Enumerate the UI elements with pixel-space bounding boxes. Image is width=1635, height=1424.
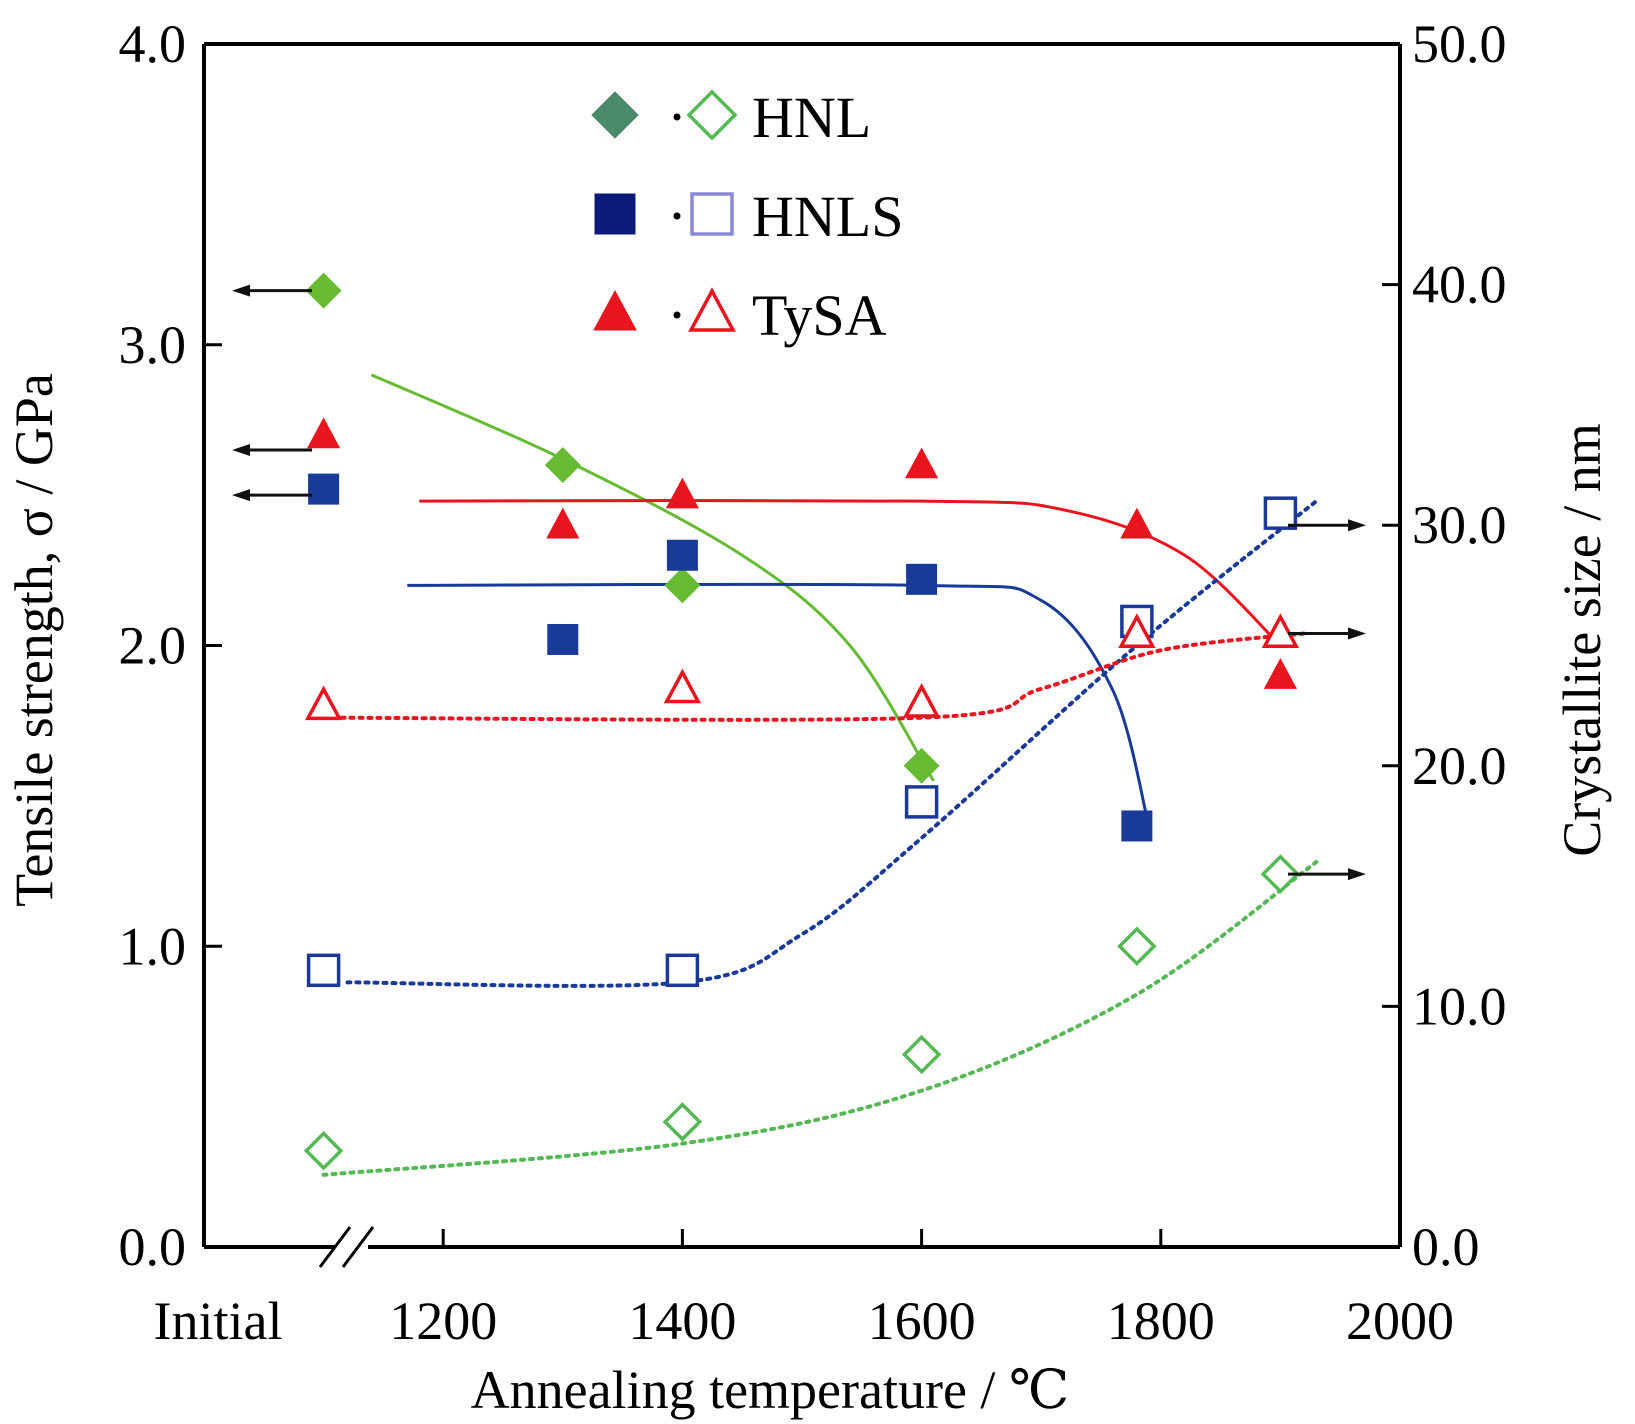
y-right-tick-label: 40.0	[1412, 255, 1507, 315]
hnls-strength-marker	[308, 473, 340, 505]
left-axis-arrowhead	[232, 284, 250, 297]
hnl-strength-marker	[664, 567, 701, 604]
y-right-tick-label: 30.0	[1412, 495, 1507, 555]
legend-tysa-open-marker	[688, 287, 736, 332]
legend-label-hnls: HNLS	[752, 184, 903, 249]
hnls-crystallite-marker	[904, 785, 939, 819]
x-tick-label: 1800	[1107, 1291, 1215, 1351]
legend-hnls-open-marker	[690, 192, 734, 236]
y-right-tick-label: 20.0	[1412, 736, 1507, 796]
hnl-strength-marker	[903, 747, 940, 784]
tysa-strength-marker	[665, 477, 699, 509]
x-axis-title: Annealing temperature / ℃	[471, 1360, 1070, 1420]
hnls-crystallite-fit-curve	[345, 499, 1319, 988]
hnl-strength-marker	[544, 447, 581, 484]
hnl-crystallite-fit-curve	[321, 860, 1319, 1177]
plot-frame	[202, 42, 1402, 1268]
y-left-tick-label: 0.0	[119, 1217, 187, 1277]
tysa-strength-fit-curve	[419, 498, 1282, 647]
tysa-strength-marker	[1263, 658, 1297, 689]
axis-indicator-arrows	[232, 284, 1366, 881]
right-axis-arrowhead	[1348, 627, 1366, 640]
hnls-strength-marker	[666, 539, 698, 571]
y-axis-left-title: Tensile strength, σ / GPa	[4, 373, 64, 907]
x-tick-label: Initial	[154, 1291, 283, 1351]
y-right-tick-label: 10.0	[1412, 976, 1507, 1036]
tysa-strength-marker	[1120, 507, 1154, 539]
x-tick-label: 1600	[868, 1291, 976, 1351]
hnl-crystallite-marker	[303, 1131, 344, 1171]
tysa-crystallite-marker	[1261, 613, 1300, 648]
left-axis-arrowhead	[232, 444, 250, 457]
legend-separator-dot	[673, 212, 681, 220]
legend-hnl-filled-marker	[591, 91, 639, 139]
tysa-crystallite-marker	[902, 683, 941, 718]
tysa-crystallite-marker	[663, 668, 702, 704]
tysa-strength-marker	[546, 507, 580, 539]
legend-hnl-open-marker	[686, 89, 738, 141]
hnl-crystallite-marker	[901, 1034, 942, 1075]
hnl-crystallite-marker	[1117, 926, 1157, 966]
y-right-tick-label: 50.0	[1412, 14, 1507, 74]
hnl-crystallite-marker	[1260, 854, 1301, 894]
tysa-strength-marker	[905, 447, 939, 479]
hnl-strength-marker	[305, 272, 342, 309]
tysa-strength-marker	[307, 417, 341, 449]
x-tick-label: 1200	[389, 1291, 497, 1351]
hnls-strength-marker	[906, 563, 938, 595]
axis-break-mark	[341, 1226, 375, 1268]
data-markers	[303, 272, 1301, 1171]
hnls-crystallite-marker	[306, 953, 341, 988]
y-left-tick-label: 1.0	[119, 916, 187, 976]
y-left-tick-label: 3.0	[119, 315, 187, 375]
hnls-strength-fit-curve	[407, 582, 1151, 827]
hnls-strength-marker	[1121, 810, 1153, 842]
tick-labels: Initial 1200 1400 1600 1800 2000 0.0 1.0 2.0 3.0 4…	[119, 14, 1507, 1351]
y-axis-right-title: Crystallite size / nm	[1552, 423, 1612, 856]
hnls-crystallite-marker	[665, 953, 700, 988]
legend-label-hnl: HNL	[752, 85, 871, 150]
y-right-tick-label: 0.0	[1412, 1217, 1480, 1277]
hnls-crystallite-marker	[1263, 496, 1298, 530]
x-tick-label: 2000	[1346, 1291, 1454, 1351]
hnl-crystallite-marker	[662, 1102, 703, 1142]
legend-separator-dot	[673, 113, 681, 121]
legend: HNL HNLS TySA	[591, 85, 903, 348]
legend-label-tysa: TySA	[752, 283, 887, 348]
right-axis-arrowhead	[1348, 868, 1366, 881]
legend-separator-dot	[673, 311, 681, 319]
legend-hnls-filled-marker	[594, 193, 636, 235]
legend-tysa-filled-marker	[593, 289, 637, 331]
tysa-crystallite-marker	[304, 685, 343, 721]
y-left-tick-label: 4.0	[119, 14, 187, 74]
tysa-crystallite-fit-curve	[321, 631, 1307, 722]
left-axis-arrowhead	[232, 489, 250, 502]
x-tick-label: 1400	[628, 1291, 736, 1351]
y-left-tick-label: 2.0	[119, 616, 187, 676]
tysa-crystallite-marker	[1118, 613, 1156, 648]
hnl-strength-fit-curve	[370, 373, 935, 782]
right-axis-arrowhead	[1348, 519, 1366, 532]
hnls-strength-marker	[547, 623, 579, 655]
fit-curves	[321, 373, 1319, 1177]
axis-break-mark	[318, 1226, 352, 1268]
